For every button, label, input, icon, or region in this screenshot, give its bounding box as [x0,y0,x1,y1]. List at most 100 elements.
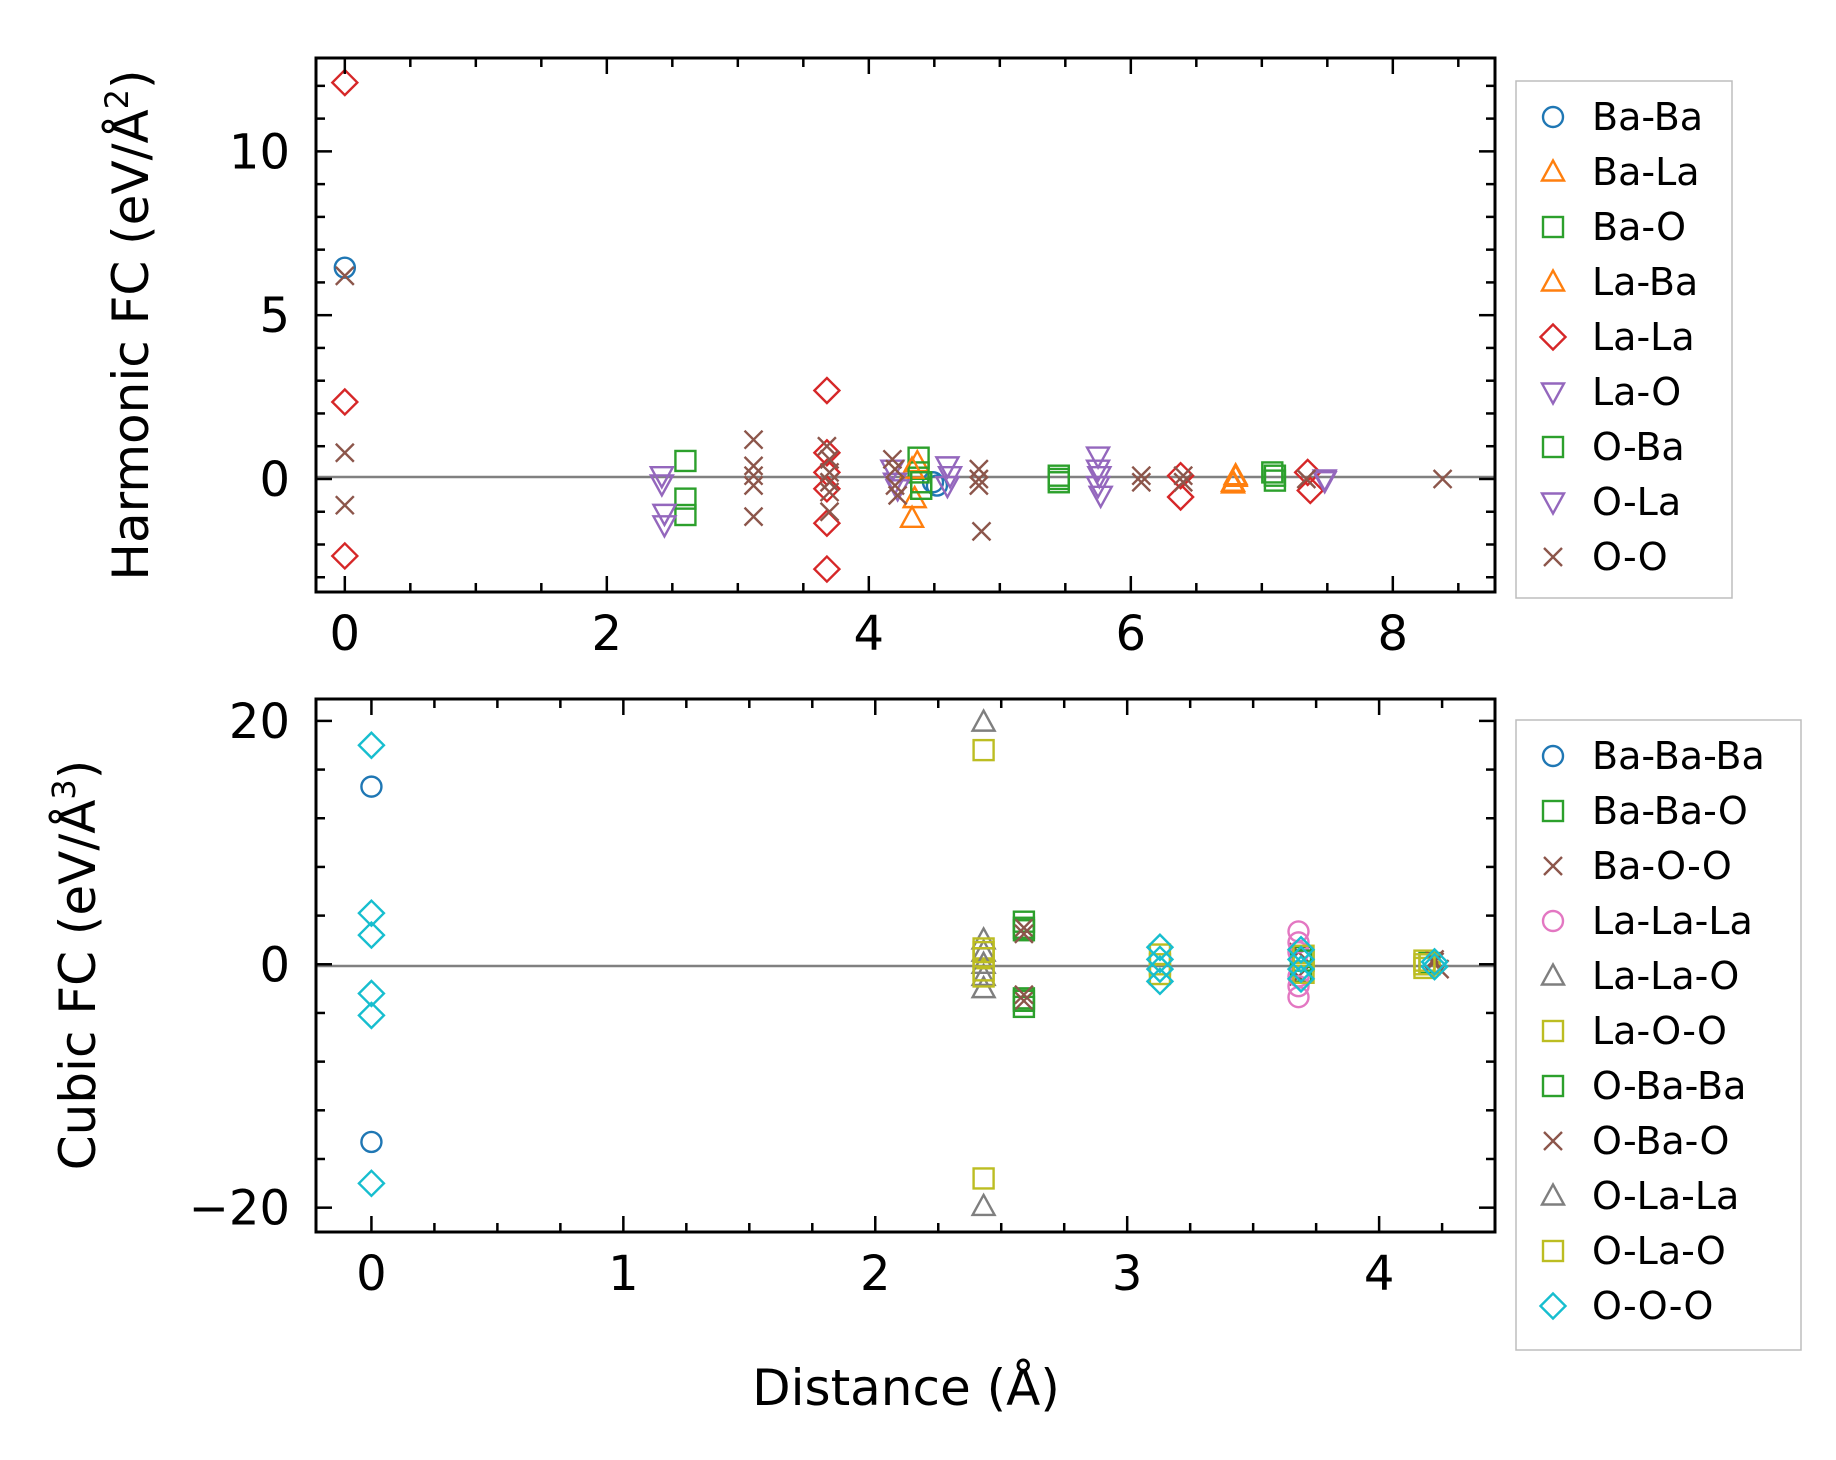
legend-entry: Ba-Ba-O [1541,789,1748,833]
point-o-o [1173,472,1194,493]
axis-ticks [316,58,1495,592]
legend-marker [1543,547,1563,567]
x-tick-label: 4 [854,606,885,662]
point-o-o-o [357,1169,386,1198]
y-tick-label: 5 [259,288,290,344]
point-ba-o [674,487,697,510]
point-o-o [819,482,840,502]
point-ba-la [901,484,928,509]
legend-marker [1539,268,1567,292]
x-tick-label: 6 [1116,606,1147,662]
legend-label: O-La-O [1592,1229,1726,1273]
point-la-ba [1222,463,1249,488]
point-o-o [1173,465,1194,486]
y-tick-label: 0 [259,452,290,508]
legend-entry: La-O [1539,370,1681,414]
legend-label: La-Ba [1592,260,1698,304]
point-o-la-o [1148,953,1172,976]
point-o-o [743,456,764,476]
point-la-la [1296,476,1325,505]
point-la-la-o [970,962,997,987]
legend-label: O-La-La [1592,1174,1739,1218]
point-o-ba [910,471,933,494]
point-o-o-o [1145,967,1175,996]
point-o-o [743,429,764,450]
point-o-ba [1263,464,1287,487]
legend-label: La-La [1592,315,1695,359]
y-axis-label: Cubic FC (eV/Å3) [45,760,107,1171]
point-la-la [330,541,360,571]
point-o-o [334,442,355,463]
point-ba-o [1261,461,1284,484]
point-o-o [334,266,355,286]
point-o-o [743,475,764,496]
legend-marker [1539,382,1567,406]
point-o-o-o [1420,952,1449,981]
legend-marker [1539,962,1567,986]
point-o-la-o [1413,953,1436,976]
legend-entry: O-La-La [1539,1174,1739,1218]
point-o-la [937,465,964,490]
legend-entry: La-Ba [1539,260,1698,304]
point-ba-o-o [1014,990,1034,1011]
tick-labels: 0 2 4 6 8 0 5 10 [229,124,1408,662]
legend-marker [1541,215,1565,239]
legend-marker [1541,909,1565,933]
legend-label: Ba-O-O [1592,844,1732,888]
legend-entry: O-Ba-O [1543,1119,1729,1163]
point-o-o-o [357,898,386,928]
point-la-la [812,554,842,584]
legend-marker [1541,1074,1565,1098]
y-axis-label-text: Cubic FC (eV/Å [49,800,107,1171]
legend-marker [1541,744,1565,768]
legend-label: La-La-La [1592,899,1753,943]
point-ba-ba-ba [360,775,383,798]
point-o-o [969,475,989,496]
legend-label: Ba-O [1592,205,1686,249]
point-la-la [812,474,842,504]
point-o-o-o [357,920,386,950]
legend-entry: La-La-O [1539,954,1739,998]
legend-marker [1541,799,1565,823]
legend-entry: La-O-O [1541,1009,1727,1053]
point-la-o [1085,446,1112,471]
legend-marker [1543,856,1563,876]
legend-marker [1539,158,1567,182]
point-o-o [885,459,905,479]
point-la-la [812,438,842,467]
point-o-o-o [1286,954,1316,984]
legend-marker [1541,435,1565,459]
legend-entry: O-Ba [1541,425,1685,469]
point-la-la [1293,458,1322,487]
point-o-o [971,521,992,542]
point-o-ba-o [1014,924,1034,944]
point-ba-ba [333,256,357,279]
point-la-o [1085,459,1112,484]
point-la-o-o [972,1167,995,1190]
legend: Ba-Ba Ba-La Ba-O La-Ba La-La La-O O-Ba O-La O-O [1515,80,1733,599]
y-tick-label: 0 [259,937,290,993]
legend-marker [1541,1019,1565,1043]
point-o-la [1086,465,1113,490]
point-o-la-o [972,965,995,988]
y-tick-label: −20 [189,1181,290,1237]
point-o-o [819,462,840,483]
legend-entry: Ba-La [1539,150,1700,194]
point-o-ba-o [1014,984,1034,1005]
legend-label: O-O-O [1592,1284,1713,1328]
point-o-o-o [1145,945,1175,974]
point-la-o [934,475,961,500]
plot-frame [314,56,1497,594]
legend-entry: O-La [1539,480,1681,524]
point-la-o [648,465,675,490]
legend-marker [1541,105,1565,129]
point-o-ba-ba [1012,916,1036,939]
point-la-la-la [1287,974,1310,998]
x-tick-label: 0 [356,1246,387,1302]
point-o-o [887,485,908,506]
legend-marker [1541,1239,1565,1263]
point-o-o [969,459,989,479]
